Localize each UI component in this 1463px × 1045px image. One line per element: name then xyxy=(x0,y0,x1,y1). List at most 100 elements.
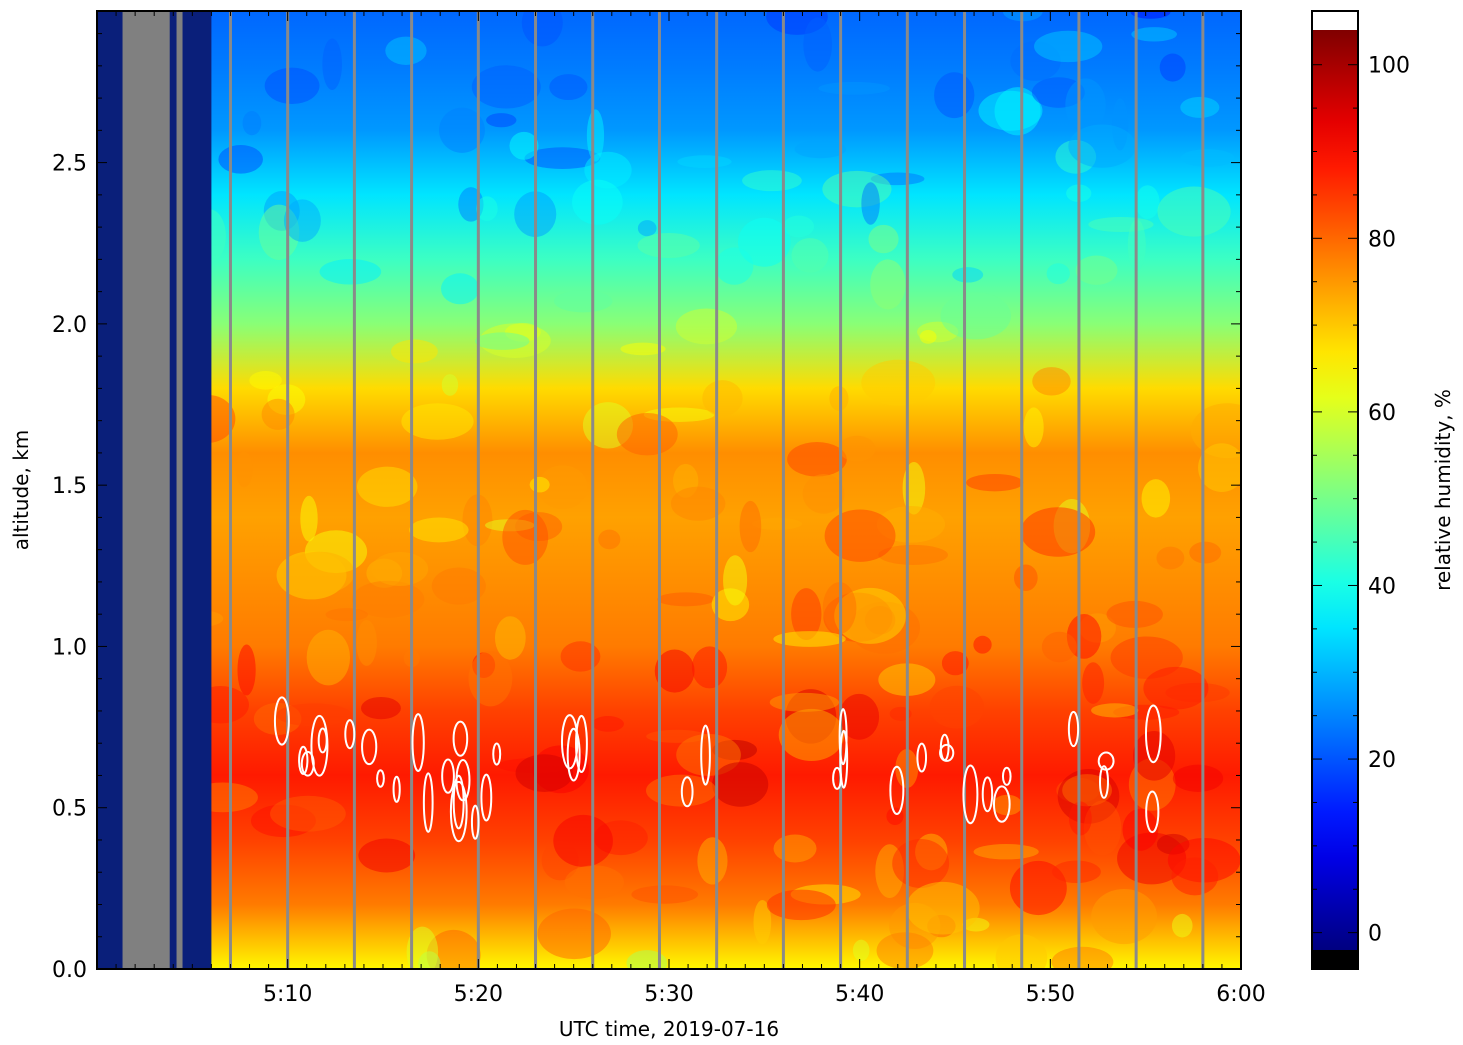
heatmap-blob xyxy=(657,592,715,607)
cloud-contour xyxy=(939,743,955,762)
heatmap-blob xyxy=(712,762,769,807)
heatmap-blob xyxy=(697,837,728,885)
heatmap-blob xyxy=(802,474,845,514)
cloud-contour xyxy=(392,775,401,803)
heatmap-blob xyxy=(560,641,601,672)
heatmap-blob xyxy=(283,199,321,242)
heatmap-blob xyxy=(325,608,368,622)
heatmap-blob xyxy=(592,716,624,732)
colorbar-ticks: 0 20 40 60 80 100 xyxy=(1312,54,1410,947)
heatmap-blob xyxy=(319,259,382,285)
colorbar: 0 20 40 60 80 100 relative humidity, % xyxy=(1311,10,1455,970)
heatmap-blob xyxy=(401,403,474,440)
heatmap-blob xyxy=(529,476,550,493)
plot-area xyxy=(97,11,1241,969)
y-axis-label: altitude, km xyxy=(9,430,33,551)
heatmap-blob xyxy=(769,692,840,712)
heatmap-blob xyxy=(537,908,611,960)
heatmap-blob xyxy=(839,693,880,740)
cloud-contour xyxy=(575,714,588,773)
heatmap-blob xyxy=(1068,124,1136,168)
heatmap-blob xyxy=(824,509,896,562)
heatmap-blob xyxy=(670,486,726,521)
heatmap-blob xyxy=(952,267,984,283)
x-tick-label: 5:40 xyxy=(835,982,884,1007)
heatmap-blob xyxy=(637,220,657,237)
missing-data-gray xyxy=(122,11,170,969)
heatmap-blob xyxy=(509,131,539,160)
heatmap-blob xyxy=(515,754,574,792)
heatmap-blob xyxy=(654,649,695,693)
heatmap-blob xyxy=(468,650,513,707)
heatmap-blob xyxy=(553,814,613,867)
heatmap-blob xyxy=(702,380,743,417)
heatmap-blob xyxy=(1141,479,1171,518)
heatmap-blob xyxy=(261,398,295,430)
heatmap-blob xyxy=(218,145,263,174)
cloud-contour xyxy=(939,733,950,761)
heatmap-blob xyxy=(791,237,829,273)
heatmap-blob xyxy=(1046,263,1070,285)
heatmap-blob xyxy=(773,631,846,647)
heatmap-blob xyxy=(471,65,541,109)
heatmap-blob xyxy=(361,696,401,720)
cloud-contour xyxy=(1145,790,1160,834)
cloud-contour xyxy=(680,776,694,808)
heatmap-blob xyxy=(620,342,666,356)
heatmap-blob xyxy=(934,72,975,119)
heatmap-blob xyxy=(549,74,588,101)
heatmap-blob xyxy=(1143,666,1209,710)
heatmap-blob xyxy=(941,651,969,676)
heatmap-blob xyxy=(249,371,282,390)
heatmap-blob xyxy=(1083,800,1122,856)
colorbar-tick-label: 60 xyxy=(1368,401,1396,426)
x-tick-label: 5:10 xyxy=(263,982,312,1007)
heatmap-blob xyxy=(973,635,992,654)
heatmap-blob xyxy=(356,466,418,507)
heatmap-blob xyxy=(1034,30,1103,63)
heatmap-blob xyxy=(1198,443,1241,493)
heatmap-blob xyxy=(637,232,700,259)
heatmap-blob xyxy=(476,196,498,222)
heatmap-blob xyxy=(966,474,1024,492)
heatmap-blob xyxy=(994,87,1041,136)
heatmap-blob xyxy=(1130,11,1171,19)
heatmap-blob xyxy=(1032,367,1071,396)
y-tick-label: 2.5 xyxy=(52,152,87,177)
heatmap-blob xyxy=(1157,186,1231,237)
x-axis-label: UTC time, 2019-07-16 xyxy=(559,1017,779,1041)
heatmap-blob xyxy=(598,529,621,550)
heatmap-blob xyxy=(1020,507,1096,557)
heatmap-blob xyxy=(1156,546,1185,570)
cloud-contour xyxy=(566,727,581,782)
heatmap-blob xyxy=(1172,764,1224,792)
heatmap-blob xyxy=(739,500,762,553)
heatmap-blob xyxy=(940,292,1012,340)
heatmap-blob xyxy=(426,929,481,969)
cloud-contour xyxy=(1144,704,1162,764)
heatmap-blob xyxy=(715,247,754,285)
heatmap-blob xyxy=(1088,216,1154,233)
heatmap-blob xyxy=(431,567,486,605)
cloud-contour xyxy=(1097,751,1115,771)
cloud-contour xyxy=(700,724,711,786)
cloud-contour xyxy=(480,773,493,822)
heatmap-blob xyxy=(358,838,416,873)
colorbar-frame xyxy=(1311,10,1359,970)
heatmap-blob xyxy=(284,551,355,594)
heatmap-blob xyxy=(929,685,985,729)
colorbar-tick-label: 100 xyxy=(1368,54,1410,79)
heatmap-blob xyxy=(441,374,459,396)
cloud-contour xyxy=(962,764,979,825)
heatmap-blob xyxy=(723,555,748,606)
colorbar-tick-label: 0 xyxy=(1368,922,1382,947)
heatmap-blob xyxy=(1135,185,1160,220)
heatmap-blob xyxy=(787,442,847,477)
heatmap-blob xyxy=(626,950,668,969)
cloud-contour xyxy=(452,720,469,757)
cloud-contour xyxy=(422,772,434,833)
heatmap-blob xyxy=(870,259,906,310)
y-tick-label: 2.0 xyxy=(52,313,87,338)
heatmap-blob xyxy=(1023,407,1044,448)
heatmap-blob xyxy=(1180,96,1220,118)
